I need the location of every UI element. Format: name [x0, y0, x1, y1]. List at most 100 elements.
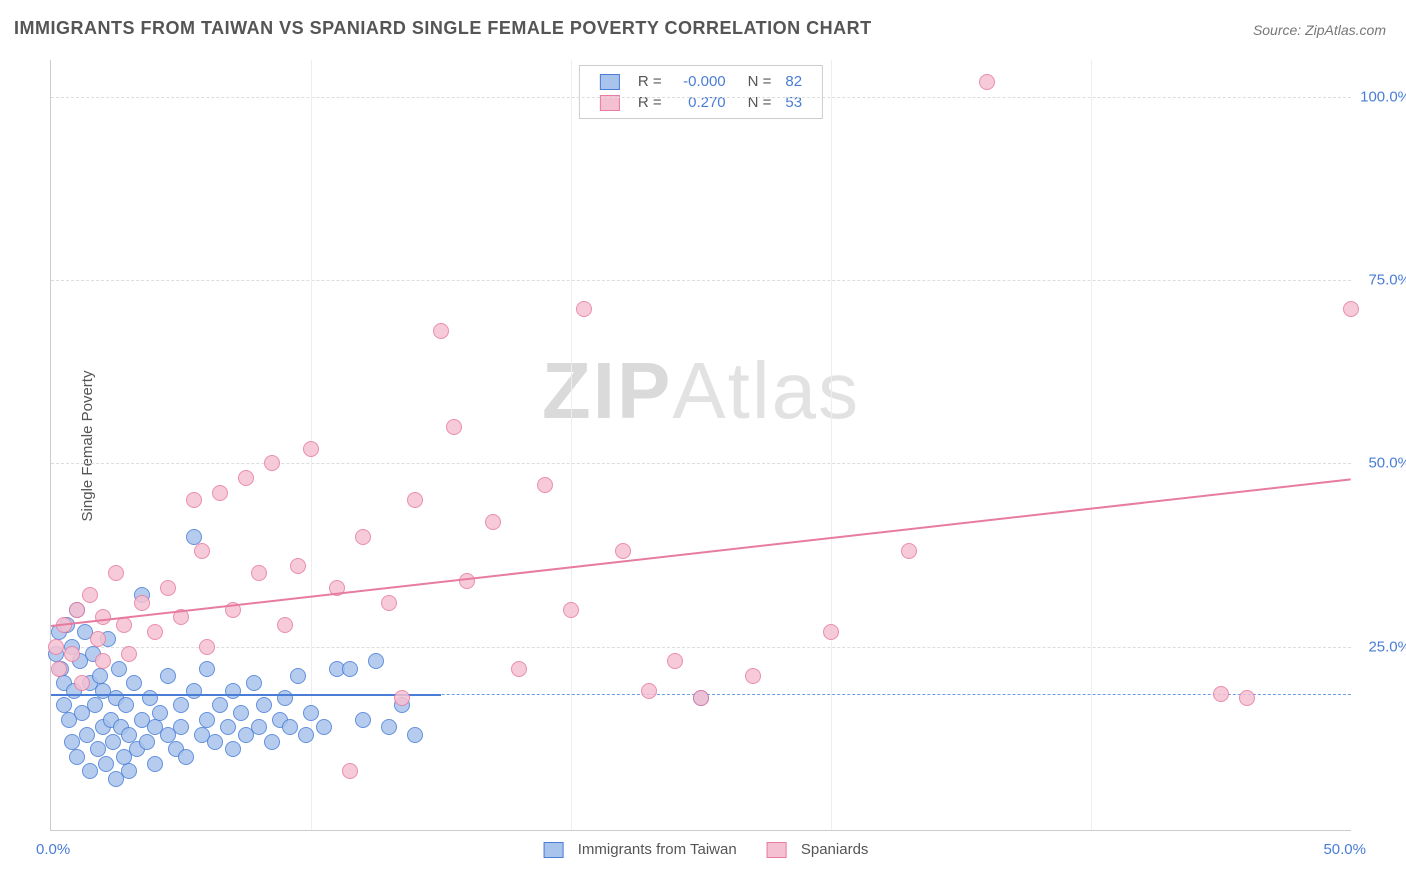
- grid-line-v: [1091, 60, 1092, 830]
- data-point: [355, 712, 371, 728]
- source-credit: Source: ZipAtlas.com: [1253, 22, 1386, 38]
- data-point: [82, 763, 98, 779]
- plot-area: ZIPAtlas R =-0.000N =82R =0.270N =53 Imm…: [50, 60, 1351, 831]
- data-point: [82, 587, 98, 603]
- legend-item: Spaniards: [757, 841, 869, 858]
- data-point: [90, 741, 106, 757]
- data-point: [381, 719, 397, 735]
- y-axis-tick: 100.0%: [1356, 88, 1406, 105]
- data-point: [95, 653, 111, 669]
- data-point: [355, 529, 371, 545]
- data-point: [111, 661, 127, 677]
- data-point: [139, 734, 155, 750]
- legend-series: Immigrants from Taiwan Spaniards: [524, 841, 879, 858]
- data-point: [92, 668, 108, 684]
- data-point: [207, 734, 223, 750]
- grid-line-h: [51, 647, 1351, 648]
- data-point: [264, 455, 280, 471]
- data-point: [667, 653, 683, 669]
- data-point: [48, 639, 64, 655]
- data-point: [563, 602, 579, 618]
- grid-line-v: [831, 60, 832, 830]
- data-point: [173, 697, 189, 713]
- chart-title: IMMIGRANTS FROM TAIWAN VS SPANIARD SINGL…: [14, 18, 872, 39]
- data-point: [277, 690, 293, 706]
- data-point: [98, 756, 114, 772]
- data-point: [225, 741, 241, 757]
- data-point: [121, 727, 137, 743]
- data-point: [95, 609, 111, 625]
- data-point: [69, 602, 85, 618]
- data-point: [277, 617, 293, 633]
- legend-correlation: R =-0.000N =82R =0.270N =53: [579, 65, 823, 119]
- data-point: [298, 727, 314, 743]
- data-point: [246, 675, 262, 691]
- trend-line: [51, 694, 441, 696]
- data-point: [368, 653, 384, 669]
- y-axis-tick: 25.0%: [1356, 638, 1406, 655]
- data-point: [1343, 301, 1359, 317]
- data-point: [433, 323, 449, 339]
- data-point: [342, 763, 358, 779]
- data-point: [160, 668, 176, 684]
- data-point: [251, 565, 267, 581]
- data-point: [407, 492, 423, 508]
- data-point: [979, 74, 995, 90]
- grid-line-h: [51, 463, 1351, 464]
- data-point: [264, 734, 280, 750]
- data-point: [147, 756, 163, 772]
- data-point: [194, 543, 210, 559]
- data-point: [233, 705, 249, 721]
- data-point: [147, 624, 163, 640]
- data-point: [407, 727, 423, 743]
- data-point: [199, 639, 215, 655]
- data-point: [316, 719, 332, 735]
- data-point: [576, 301, 592, 317]
- data-point: [199, 712, 215, 728]
- data-point: [212, 697, 228, 713]
- y-axis-tick: 75.0%: [1356, 272, 1406, 289]
- data-point: [56, 697, 72, 713]
- data-point: [745, 668, 761, 684]
- legend-row: R =-0.000N =82: [594, 72, 808, 91]
- data-point: [256, 697, 272, 713]
- data-point: [641, 683, 657, 699]
- watermark: ZIPAtlas: [542, 345, 860, 437]
- data-point: [186, 492, 202, 508]
- data-point: [251, 719, 267, 735]
- data-point: [105, 734, 121, 750]
- data-point: [108, 565, 124, 581]
- data-point: [290, 668, 306, 684]
- data-point: [186, 529, 202, 545]
- data-point: [901, 543, 917, 559]
- chart-container: IMMIGRANTS FROM TAIWAN VS SPANIARD SINGL…: [0, 0, 1406, 892]
- data-point: [160, 580, 176, 596]
- data-point: [142, 690, 158, 706]
- data-point: [199, 661, 215, 677]
- data-point: [126, 675, 142, 691]
- data-point: [64, 734, 80, 750]
- trend-line: [51, 478, 1351, 627]
- data-point: [615, 543, 631, 559]
- data-point: [152, 705, 168, 721]
- data-point: [87, 697, 103, 713]
- data-point: [1213, 686, 1229, 702]
- data-point: [290, 558, 306, 574]
- x-axis-tick-min: 0.0%: [36, 841, 70, 858]
- grid-line-v: [571, 60, 572, 830]
- data-point: [51, 661, 67, 677]
- data-point: [64, 646, 80, 662]
- data-point: [173, 719, 189, 735]
- y-axis-tick: 50.0%: [1356, 455, 1406, 472]
- data-point: [511, 661, 527, 677]
- data-point: [69, 749, 85, 765]
- data-point: [79, 727, 95, 743]
- data-point: [121, 763, 137, 779]
- data-point: [537, 477, 553, 493]
- grid-line-h: [51, 280, 1351, 281]
- x-axis-tick-max: 50.0%: [1323, 841, 1366, 858]
- data-point: [118, 697, 134, 713]
- data-point: [121, 646, 137, 662]
- data-point: [446, 419, 462, 435]
- data-point: [693, 690, 709, 706]
